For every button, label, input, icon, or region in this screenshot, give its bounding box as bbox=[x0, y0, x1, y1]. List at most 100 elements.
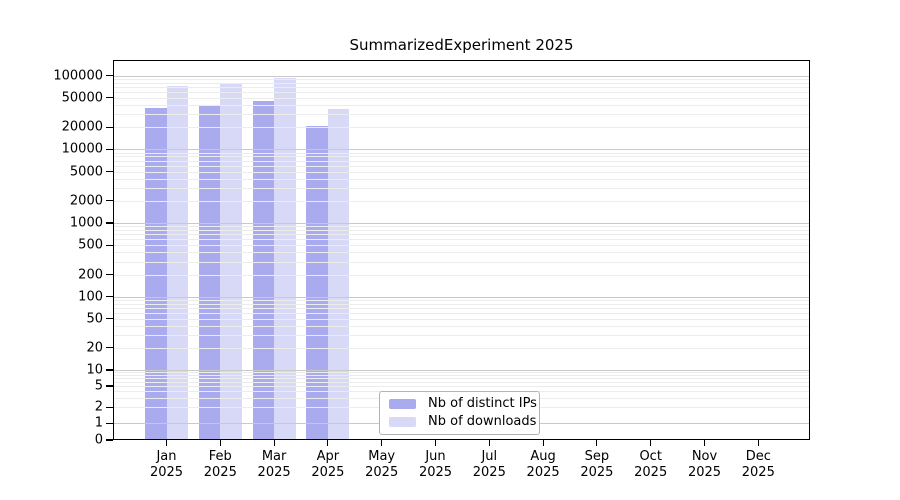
year-label: 2025 bbox=[741, 464, 775, 480]
minor-gridline bbox=[114, 300, 809, 302]
bar-nb-of-distinct-ips bbox=[306, 125, 328, 439]
y-axis-tick-label: 10000 bbox=[61, 141, 103, 157]
month-label: Aug bbox=[530, 449, 556, 464]
minor-gridline bbox=[114, 165, 809, 167]
legend: Nb of distinct IPs Nb of downloads bbox=[379, 391, 540, 435]
x-axis-tick-label: Aug 2025 bbox=[515, 449, 571, 480]
minor-gridline bbox=[114, 261, 809, 263]
y-axis-tick bbox=[106, 148, 113, 150]
y-axis-tick-label: 10 bbox=[86, 362, 103, 378]
x-axis-tick bbox=[542, 440, 544, 446]
y-axis-tick bbox=[106, 273, 113, 276]
y-axis-tick bbox=[106, 75, 113, 77]
bar-nb-of-downloads bbox=[220, 82, 242, 439]
x-axis-tick bbox=[650, 440, 652, 446]
year-label: 2025 bbox=[634, 464, 668, 480]
x-axis-tick bbox=[381, 440, 383, 446]
y-axis-tick bbox=[106, 222, 113, 224]
minor-gridline bbox=[114, 97, 809, 99]
y-axis-tick bbox=[106, 244, 113, 246]
minor-gridline bbox=[114, 239, 809, 241]
x-axis-tick bbox=[273, 440, 275, 446]
bar-nb-of-distinct-ips bbox=[198, 104, 221, 439]
x-axis-tick bbox=[703, 440, 706, 446]
year-label: 2025 bbox=[365, 464, 399, 480]
x-axis-tick bbox=[327, 440, 329, 446]
year-label: 2025 bbox=[311, 464, 345, 480]
minor-gridline bbox=[114, 252, 809, 254]
x-axis-tick-label: Jul 2025 bbox=[461, 449, 517, 480]
y-axis-tick-label: 5 bbox=[94, 378, 103, 394]
major-gridline bbox=[114, 296, 809, 298]
y-axis-tick bbox=[106, 369, 113, 371]
year-label: 2025 bbox=[257, 464, 291, 480]
year-label: 2025 bbox=[472, 464, 506, 480]
chart-title: SummarizedExperiment 2025 bbox=[349, 36, 574, 54]
bar-nb-of-downloads bbox=[327, 108, 350, 439]
legend-entry: Nb of distinct IPs bbox=[389, 397, 537, 411]
y-axis-tick-label: 200 bbox=[78, 267, 103, 282]
minor-gridline bbox=[114, 156, 809, 158]
legend-swatch-nb-of-downloads bbox=[389, 417, 416, 427]
minor-gridline bbox=[114, 178, 809, 180]
minor-gridline bbox=[114, 347, 809, 349]
minor-gridline bbox=[114, 87, 809, 89]
month-label: Apr bbox=[316, 449, 340, 464]
year-label: 2025 bbox=[580, 464, 614, 480]
y-axis-tick-label: 2 bbox=[94, 399, 103, 415]
minor-gridline bbox=[114, 226, 809, 228]
year-label: 2025 bbox=[687, 464, 722, 480]
year-label: 2025 bbox=[526, 464, 560, 480]
y-axis-tick bbox=[106, 296, 113, 298]
minor-gridline bbox=[114, 335, 809, 336]
bar-nb-of-distinct-ips bbox=[252, 100, 275, 439]
y-axis-tick-label: 2000 bbox=[69, 193, 103, 209]
month-label: Nov bbox=[691, 449, 718, 464]
y-axis-tick bbox=[106, 200, 113, 202]
y-axis-tick bbox=[106, 126, 113, 128]
x-axis-tick-label: Mar 2025 bbox=[246, 449, 302, 480]
y-axis-tick bbox=[106, 97, 113, 99]
x-axis-tick-label: Apr 2025 bbox=[300, 449, 356, 480]
y-axis-tick-label: 20000 bbox=[61, 119, 103, 135]
y-axis-tick-label: 0 bbox=[94, 432, 103, 448]
x-axis-tick-label: Jan 2025 bbox=[139, 449, 195, 480]
x-axis-tick-label: Feb 2025 bbox=[192, 449, 248, 480]
x-axis-tick-label: Jun 2025 bbox=[408, 449, 464, 480]
major-gridline bbox=[114, 370, 809, 371]
y-axis-tick-label: 50 bbox=[86, 311, 103, 327]
minor-gridline bbox=[114, 386, 809, 387]
minor-gridline bbox=[114, 381, 809, 383]
y-axis-tick bbox=[106, 170, 113, 173]
y-axis-tick-label: 5000 bbox=[69, 164, 103, 179]
minor-gridline bbox=[114, 318, 809, 320]
plot-area bbox=[113, 60, 810, 440]
y-axis-tick bbox=[106, 422, 113, 424]
y-axis-tick bbox=[106, 347, 113, 349]
x-axis-tick bbox=[596, 440, 598, 446]
bar-nb-of-downloads bbox=[166, 85, 188, 439]
minor-gridline bbox=[114, 274, 809, 276]
minor-gridline bbox=[114, 245, 809, 247]
legend-label: Nb of distinct IPs bbox=[428, 396, 537, 411]
x-axis-tick bbox=[165, 440, 168, 446]
bar-nb-of-downloads bbox=[274, 77, 296, 439]
minor-gridline bbox=[114, 82, 809, 84]
y-axis-tick-label: 20 bbox=[86, 340, 103, 356]
minor-gridline bbox=[114, 105, 809, 106]
y-axis-tick bbox=[106, 439, 113, 441]
minor-gridline bbox=[114, 325, 809, 327]
minor-gridline bbox=[114, 187, 809, 189]
month-label: May bbox=[368, 449, 396, 464]
x-axis-tick-label: Sep 2025 bbox=[569, 449, 625, 480]
y-axis-tick-label: 500 bbox=[78, 237, 103, 253]
major-gridline bbox=[114, 149, 809, 151]
y-axis-tick bbox=[106, 406, 113, 408]
minor-gridline bbox=[114, 303, 809, 305]
month-label: Jan bbox=[156, 449, 177, 464]
y-axis-tick-label: 50000 bbox=[61, 90, 103, 106]
month-label: Jun bbox=[425, 449, 446, 464]
y-axis-tick-label: 1 bbox=[94, 415, 103, 431]
minor-gridline bbox=[114, 171, 809, 173]
